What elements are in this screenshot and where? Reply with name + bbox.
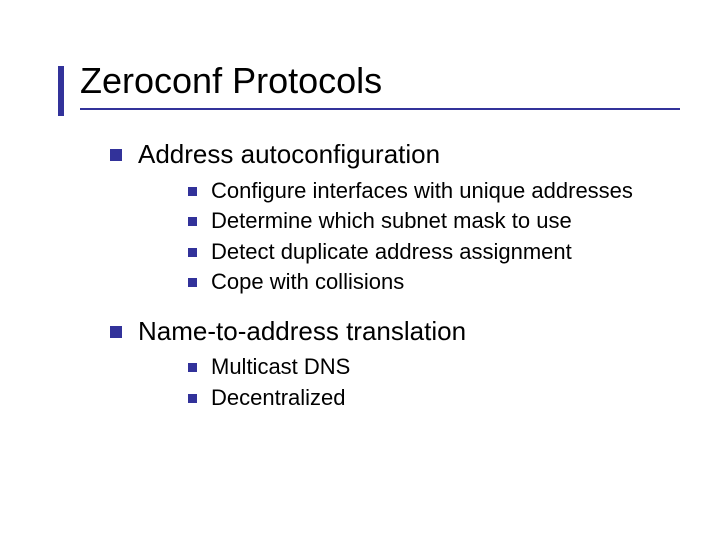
list-item: Cope with collisions <box>188 268 680 297</box>
section: Name-to-address translation Multicast DN… <box>80 315 680 413</box>
section: Address autoconfiguration Configure inte… <box>80 138 680 297</box>
section-label: Address autoconfiguration <box>138 138 440 171</box>
list-item: Configure interfaces with unique address… <box>188 177 680 206</box>
section-heading: Name-to-address translation <box>110 315 680 348</box>
square-bullet-icon <box>188 278 197 287</box>
square-bullet-icon <box>188 248 197 257</box>
square-bullet-icon <box>188 217 197 226</box>
list-item: Determine which subnet mask to use <box>188 207 680 236</box>
section-label: Name-to-address translation <box>138 315 466 348</box>
list-item-text: Detect duplicate address assignment <box>211 238 572 267</box>
square-bullet-icon <box>188 187 197 196</box>
square-bullet-icon <box>110 149 122 161</box>
section-items: Multicast DNS Decentralized <box>110 353 680 412</box>
title-block: Zeroconf Protocols <box>80 60 680 110</box>
square-bullet-icon <box>188 394 197 403</box>
title-accent-bar <box>58 66 64 116</box>
list-item-text: Configure interfaces with unique address… <box>211 177 633 206</box>
title-underline <box>80 108 680 110</box>
list-item: Detect duplicate address assignment <box>188 238 680 267</box>
slide-title: Zeroconf Protocols <box>80 60 680 108</box>
list-item-text: Determine which subnet mask to use <box>211 207 572 236</box>
list-item: Multicast DNS <box>188 353 680 382</box>
square-bullet-icon <box>188 363 197 372</box>
section-items: Configure interfaces with unique address… <box>110 177 680 297</box>
list-item-text: Decentralized <box>211 384 346 413</box>
list-item-text: Cope with collisions <box>211 268 404 297</box>
list-item: Decentralized <box>188 384 680 413</box>
list-item-text: Multicast DNS <box>211 353 350 382</box>
section-heading: Address autoconfiguration <box>110 138 680 171</box>
square-bullet-icon <box>110 326 122 338</box>
slide: Zeroconf Protocols Address autoconfigura… <box>0 0 720 540</box>
